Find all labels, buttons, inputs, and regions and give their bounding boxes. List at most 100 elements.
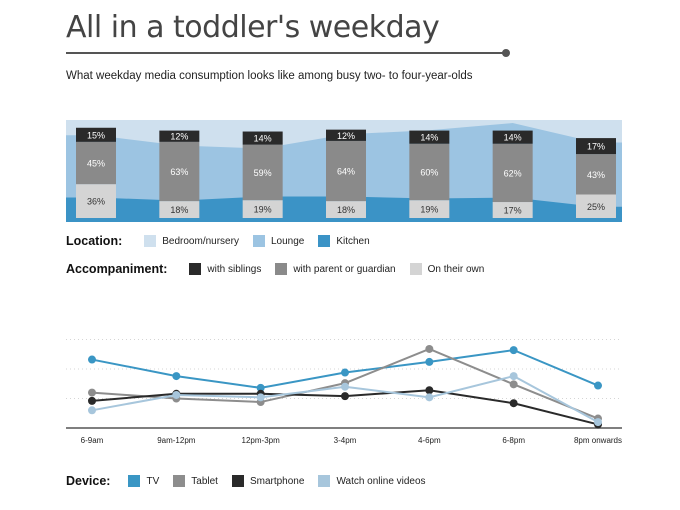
bar-group: 25% 43% 17% (576, 138, 616, 218)
legend-item: Watch online videos (318, 475, 426, 487)
bar-group: 18% 63% 12% (159, 130, 200, 218)
legend-label: Lounge (270, 235, 305, 247)
x-tick-label: 8pm onwards (573, 436, 623, 445)
bar-segment (492, 143, 533, 203)
bar-segment (326, 129, 366, 141)
legend-accompaniment: Accompaniment: with siblings with parent o… (66, 262, 498, 276)
legend-swatch (318, 235, 331, 247)
bar-segment (409, 143, 450, 201)
legend-swatch (318, 475, 331, 487)
legend-item: Bedroom/nursery (144, 235, 239, 247)
bar-group: 36% 45% 15% (76, 127, 116, 218)
legend-swatch (128, 475, 141, 487)
series-tv-point (172, 372, 181, 381)
legend-label: Kitchen (336, 235, 370, 247)
bar-value-label: 15% (87, 130, 105, 140)
bar-group: 19% 59% 14% (242, 131, 283, 218)
stacked-bar-chart: 36% 45% 15% 18% 63% 12% 19% 59% 14% 18% 64% 12% 19% 6… (66, 120, 622, 222)
bar-value-label: 64% (337, 167, 355, 177)
x-tick-label: 12pm-3pm (241, 436, 280, 445)
bar-segment (76, 184, 116, 218)
bar-value-label: 19% (254, 205, 272, 215)
legend-swatch (252, 235, 265, 247)
title-rule (66, 52, 506, 54)
series-tablet-point (88, 388, 96, 397)
legend-title: Location: (66, 234, 123, 248)
legend-item: On their own (409, 263, 485, 275)
bar-segment (492, 202, 533, 218)
series-tv-point (594, 381, 602, 390)
bar-segment (242, 200, 283, 218)
legend-swatch (231, 475, 244, 487)
legend-swatch (173, 475, 186, 487)
series-tablet-point (509, 380, 518, 389)
legend-label: with parent or guardian (293, 263, 396, 275)
legend-label: On their own (427, 263, 485, 275)
bar-segment (409, 130, 450, 144)
legend-item: with parent or guardian (275, 263, 396, 275)
bar-segment (159, 141, 200, 202)
bar-value-label: 45% (87, 159, 105, 169)
legend-item: Lounge (252, 235, 305, 247)
legend-item: with siblings (189, 263, 261, 275)
legend-item: Smartphone (231, 475, 304, 487)
legend-label: with siblings (207, 263, 262, 275)
x-tick-label: 4-6pm (417, 436, 441, 445)
series-watch-online-videos-point (594, 418, 602, 427)
series-tv-point (341, 368, 349, 377)
series-smartphone-point (341, 392, 349, 401)
bar-value-label: 18% (337, 205, 355, 215)
bar-segment (242, 131, 283, 145)
legend-label: Bedroom/nursery (162, 235, 239, 247)
legend-item: Tablet (173, 475, 218, 487)
title-rule-dot (502, 49, 510, 57)
series-tv-point (256, 383, 265, 392)
bar-group: 18% 64% 12% (326, 129, 366, 218)
series-watch-online-videos-point (425, 393, 434, 402)
bar-segment (576, 154, 616, 195)
bar-segment (242, 144, 283, 201)
series-watch-online-videos-point (341, 382, 349, 391)
bar-value-label: 17% (504, 206, 522, 216)
bar-value-label: 60% (420, 167, 438, 177)
bar-segment (76, 141, 116, 185)
bar-segment (409, 200, 450, 218)
series-tv-point (88, 355, 96, 364)
bar-value-label: 62% (504, 168, 522, 178)
series-tv-point (509, 346, 518, 355)
x-tick-label: 3-4pm (333, 436, 357, 445)
legend-item: Kitchen (318, 235, 370, 247)
bar-value-label: 12% (337, 131, 355, 141)
legend-swatch (275, 263, 288, 275)
x-tick-label: 6-9am (80, 436, 104, 445)
legend-title: Device: (66, 474, 111, 488)
bar-value-label: 59% (254, 168, 272, 178)
legend-swatch (409, 263, 422, 275)
bar-value-label: 25% (587, 202, 605, 212)
bar-value-label: 18% (170, 205, 188, 215)
line-chart (66, 339, 622, 429)
bar-value-label: 43% (587, 170, 605, 180)
series-watch-online-videos-point (509, 372, 518, 381)
bar-segment (492, 130, 533, 144)
legend-device: Device: TV Tablet Smartphone Watch online vi… (66, 474, 440, 488)
bar-group: 17% 62% 14% (492, 130, 533, 218)
legend-swatch (189, 263, 202, 275)
bar-segment (159, 201, 200, 218)
legend-title: Accompaniment: (66, 262, 168, 276)
page-title: All in a toddler's weekday (66, 10, 440, 45)
series-tv-point (425, 357, 434, 366)
page-subtitle: What weekday media consumption looks lik… (66, 70, 473, 82)
series-smartphone-point (509, 399, 518, 408)
bar-segment (576, 138, 616, 155)
legend-swatch (144, 235, 157, 247)
series-watch-online-videos-point (256, 393, 265, 402)
legend-label: TV (146, 475, 160, 487)
x-tick-label: 9am-12pm (157, 436, 196, 445)
bar-value-label: 19% (420, 205, 438, 215)
series-watch-online-videos-point (88, 406, 96, 415)
bar-value-label: 14% (504, 133, 522, 143)
bar-segment (159, 130, 200, 142)
bar-group: 19% 60% 14% (409, 130, 450, 218)
bar-segment (576, 194, 616, 218)
